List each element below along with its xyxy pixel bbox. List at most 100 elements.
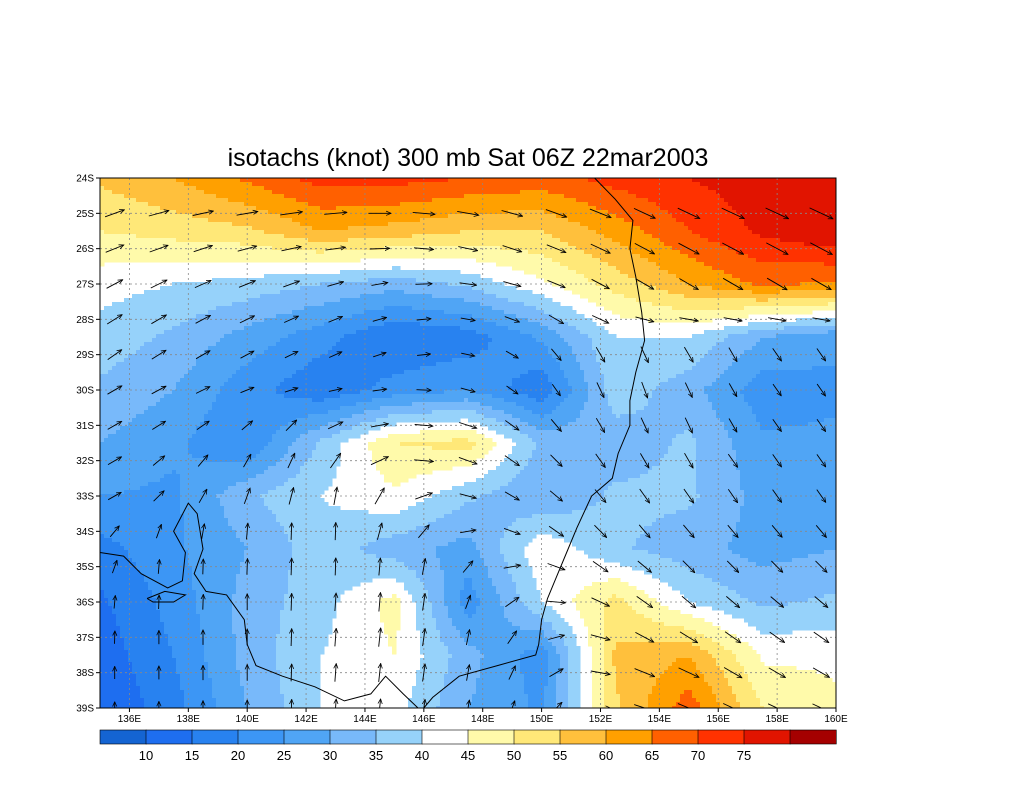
speed-cell <box>388 194 393 199</box>
speed-cell <box>108 186 113 191</box>
speed-cell <box>320 206 325 211</box>
speed-cell <box>228 190 233 195</box>
speed-cell <box>176 190 181 195</box>
speed-cell <box>732 182 737 187</box>
speed-cell <box>620 182 625 187</box>
speed-cell <box>752 190 757 195</box>
speed-cell <box>112 206 117 211</box>
speed-cell <box>452 198 457 203</box>
speed-cell <box>824 182 829 187</box>
speed-cell <box>324 198 329 203</box>
speed-cell <box>248 206 253 211</box>
speed-cell <box>376 198 381 203</box>
speed-cell <box>108 210 113 215</box>
speed-cell <box>572 178 577 183</box>
speed-cell <box>812 194 817 199</box>
speed-cell <box>620 198 625 203</box>
speed-cell <box>160 178 165 183</box>
speed-cell <box>492 182 497 187</box>
speed-cell <box>280 178 285 183</box>
speed-cell <box>328 198 333 203</box>
speed-cell <box>816 182 821 187</box>
speed-cell <box>724 178 729 183</box>
speed-cell <box>672 190 677 195</box>
speed-cell <box>232 186 237 191</box>
speed-cell <box>740 194 745 199</box>
speed-cell <box>596 202 601 207</box>
speed-cell <box>212 206 217 211</box>
speed-cell <box>680 178 685 183</box>
speed-cell <box>404 190 409 195</box>
speed-cell <box>660 198 665 203</box>
speed-cell <box>780 202 785 207</box>
speed-cell <box>784 178 789 183</box>
speed-cell <box>184 210 189 215</box>
speed-cell <box>648 206 653 211</box>
speed-cell <box>328 194 333 199</box>
speed-cell <box>108 182 113 187</box>
speed-cell <box>500 190 505 195</box>
speed-cell <box>340 202 345 207</box>
speed-cell <box>712 186 717 191</box>
speed-cell <box>564 202 569 207</box>
speed-cell <box>444 186 449 191</box>
speed-cell <box>416 206 421 211</box>
speed-cell <box>384 190 389 195</box>
speed-cell <box>408 202 413 207</box>
speed-cell <box>256 182 261 187</box>
speed-cell <box>388 178 393 183</box>
speed-cell <box>532 178 537 183</box>
speed-cell <box>176 194 181 199</box>
speed-cell <box>540 194 545 199</box>
speed-cell <box>524 182 529 187</box>
speed-cell <box>640 178 645 183</box>
speed-cell <box>480 202 485 207</box>
speed-cell <box>244 206 249 211</box>
speed-cell <box>676 186 681 191</box>
speed-cell <box>652 194 657 199</box>
speed-cell <box>248 186 253 191</box>
speed-cell <box>160 182 165 187</box>
speed-cell <box>676 182 681 187</box>
speed-cell <box>288 182 293 187</box>
speed-cell <box>768 190 773 195</box>
speed-cell <box>488 206 493 211</box>
speed-cell <box>692 186 697 191</box>
speed-cell <box>288 190 293 195</box>
speed-cell <box>424 182 429 187</box>
speed-cell <box>592 194 597 199</box>
speed-cell <box>216 178 221 183</box>
speed-cell <box>236 202 241 207</box>
speed-cell <box>776 206 781 211</box>
speed-cell <box>644 186 649 191</box>
speed-cell <box>732 198 737 203</box>
speed-cell <box>472 178 477 183</box>
speed-cell <box>596 198 601 203</box>
speed-cell <box>488 182 493 187</box>
speed-cell <box>396 194 401 199</box>
speed-cell <box>508 206 513 211</box>
speed-cell <box>192 210 197 215</box>
speed-cell <box>472 186 477 191</box>
speed-cell <box>224 202 229 207</box>
speed-cell <box>616 182 621 187</box>
speed-cell <box>232 178 237 183</box>
speed-cell <box>348 190 353 195</box>
speed-cell <box>396 182 401 187</box>
speed-cell <box>648 190 653 195</box>
speed-cell <box>272 194 277 199</box>
speed-cell <box>556 178 561 183</box>
speed-cell <box>660 182 665 187</box>
speed-cell <box>672 182 677 187</box>
speed-cell <box>580 186 585 191</box>
speed-cell <box>320 202 325 207</box>
speed-cell <box>572 202 577 207</box>
speed-cell <box>476 198 481 203</box>
speed-cell <box>176 210 181 215</box>
speed-cell <box>408 190 413 195</box>
speed-cell <box>536 178 541 183</box>
speed-cell <box>728 198 733 203</box>
speed-cell <box>148 210 153 215</box>
speed-cell <box>492 206 497 211</box>
speed-cell <box>276 198 281 203</box>
